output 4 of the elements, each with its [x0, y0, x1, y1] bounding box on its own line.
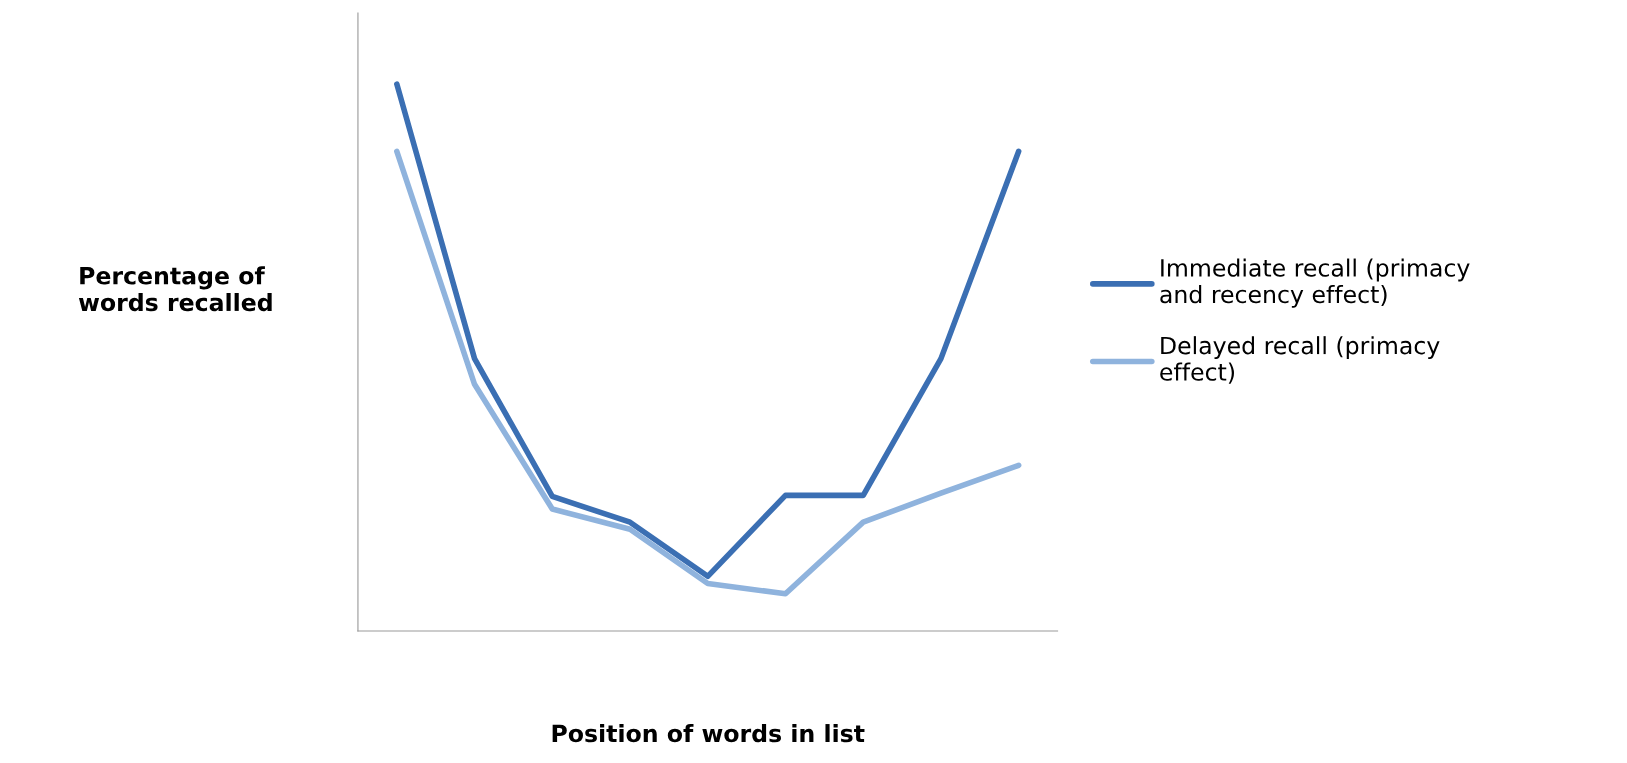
x-axis-title: Position of words in list [552, 724, 865, 743]
legend-label: Delayed recall (primacy effect) [1160, 336, 1440, 384]
y-axis-title: Percentage of words recalled [78, 266, 272, 312]
legend-label: Immediate recall (primacy and recency effect) [1160, 258, 1470, 308]
